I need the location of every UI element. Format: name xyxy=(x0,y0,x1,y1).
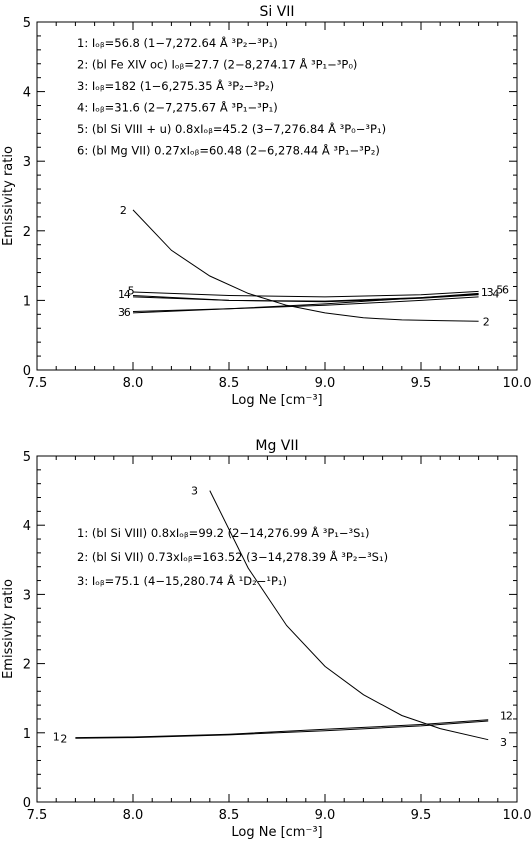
plot-frame xyxy=(36,21,518,371)
series-line-1 xyxy=(75,720,489,739)
legend-entry: 2: (bl Fe XIV oc) Iₒᵦ=27.7 (2−8,274.17 Å… xyxy=(77,57,357,72)
curve-label: 3 xyxy=(118,306,125,319)
curve-label: 1 xyxy=(500,710,507,723)
curve-label: 2 xyxy=(506,710,513,723)
curve-label: 1 xyxy=(481,286,488,299)
x-tick-label: 10.0 xyxy=(503,376,532,391)
series-line-3 xyxy=(209,490,489,741)
curve-label: 3 xyxy=(487,286,494,299)
curve-label: 5 xyxy=(128,285,135,298)
curve-label: 4 xyxy=(492,287,499,300)
curve-label: 2 xyxy=(483,315,490,328)
curve-label: 6 xyxy=(502,283,509,296)
x-tick-label: 8.0 xyxy=(123,808,144,823)
y-tick-label: 5 xyxy=(23,450,31,465)
curve-label: 4 xyxy=(124,288,131,301)
legend-entry: 3: Iₒᵦ=75.1 (4−15,280.74 Å ¹D₂−¹P₁) xyxy=(77,573,287,588)
y-tick-label: 2 xyxy=(23,658,31,673)
curve-label: 2 xyxy=(120,204,127,217)
legend-entry: 1: Iₒᵦ=56.8 (1−7,272.64 Å ³P₂−³P₁) xyxy=(77,35,278,50)
legend-entry: 6: (bl Mg VII) 0.27xIₒᵦ=60.48 (2−6,278.4… xyxy=(77,143,380,158)
curve-label: 2 xyxy=(60,732,67,745)
x-tick-label: 9.5 xyxy=(411,808,432,823)
y-tick-label: 0 xyxy=(23,796,31,811)
legend-entry: 4: Iₒᵦ=31.6 (2−7,275.67 Å ³P₁−³P₁) xyxy=(77,100,278,115)
y-tick-label: 1 xyxy=(23,727,31,742)
legend-entry: 1: (bl Si VIII) 0.8xIₒᵦ=99.2 (2−14,276.9… xyxy=(77,525,370,540)
x-tick-label: 8.5 xyxy=(219,808,240,823)
x-tick-label: 9.0 xyxy=(315,808,336,823)
x-axis-label: Log Ne [cm⁻³] xyxy=(231,393,322,408)
y-tick-label: 4 xyxy=(23,86,31,101)
legend-entry: 2: (bl Si VII) 0.73xIₒᵦ=163.52 (3−14,278… xyxy=(77,549,388,564)
curve-label: 3 xyxy=(500,736,507,749)
curve-label: 5 xyxy=(496,283,503,296)
curve-label: 3 xyxy=(191,485,198,498)
series-line-2 xyxy=(75,719,489,739)
chart-title: Si VII xyxy=(259,4,294,20)
x-tick-label: 8.0 xyxy=(123,376,144,391)
curve-label: 1 xyxy=(118,288,125,301)
x-tick-label: 10.0 xyxy=(503,808,532,823)
chart-title: Mg VII xyxy=(255,438,298,454)
x-tick-label: 7.5 xyxy=(27,376,48,391)
x-tick-label: 7.5 xyxy=(27,808,48,823)
series-line-4 xyxy=(132,293,479,302)
y-tick-label: 2 xyxy=(23,225,31,240)
legend-entry: 5: (bl Si VIII + u) 0.8xIₒᵦ=45.2 (3−7,27… xyxy=(77,121,386,136)
y-tick-label: 3 xyxy=(23,588,31,603)
y-tick-label: 3 xyxy=(23,155,31,170)
x-axis-label: Log Ne [cm⁻³] xyxy=(231,825,322,840)
x-tick-label: 9.5 xyxy=(411,376,432,391)
y-axis-label: Emissivity ratio xyxy=(1,579,16,679)
y-tick-label: 1 xyxy=(23,294,31,309)
curve-label: 1 xyxy=(53,730,60,743)
legend-entry: 3: Iₒᵦ=182 (1−6,275.35 Å ³P₂−³P₂) xyxy=(77,78,274,93)
x-tick-label: 8.5 xyxy=(219,376,240,391)
y-tick-label: 0 xyxy=(23,364,31,379)
series-line-5 xyxy=(132,290,479,298)
y-axis-label: Emissivity ratio xyxy=(1,146,16,246)
x-tick-label: 9.0 xyxy=(315,376,336,391)
series-line-2 xyxy=(132,209,479,322)
y-tick-label: 4 xyxy=(23,519,31,534)
series-line-6 xyxy=(132,296,479,312)
curve-label: 6 xyxy=(124,306,131,319)
y-tick-label: 5 xyxy=(23,16,31,31)
plot-frame xyxy=(36,455,518,803)
